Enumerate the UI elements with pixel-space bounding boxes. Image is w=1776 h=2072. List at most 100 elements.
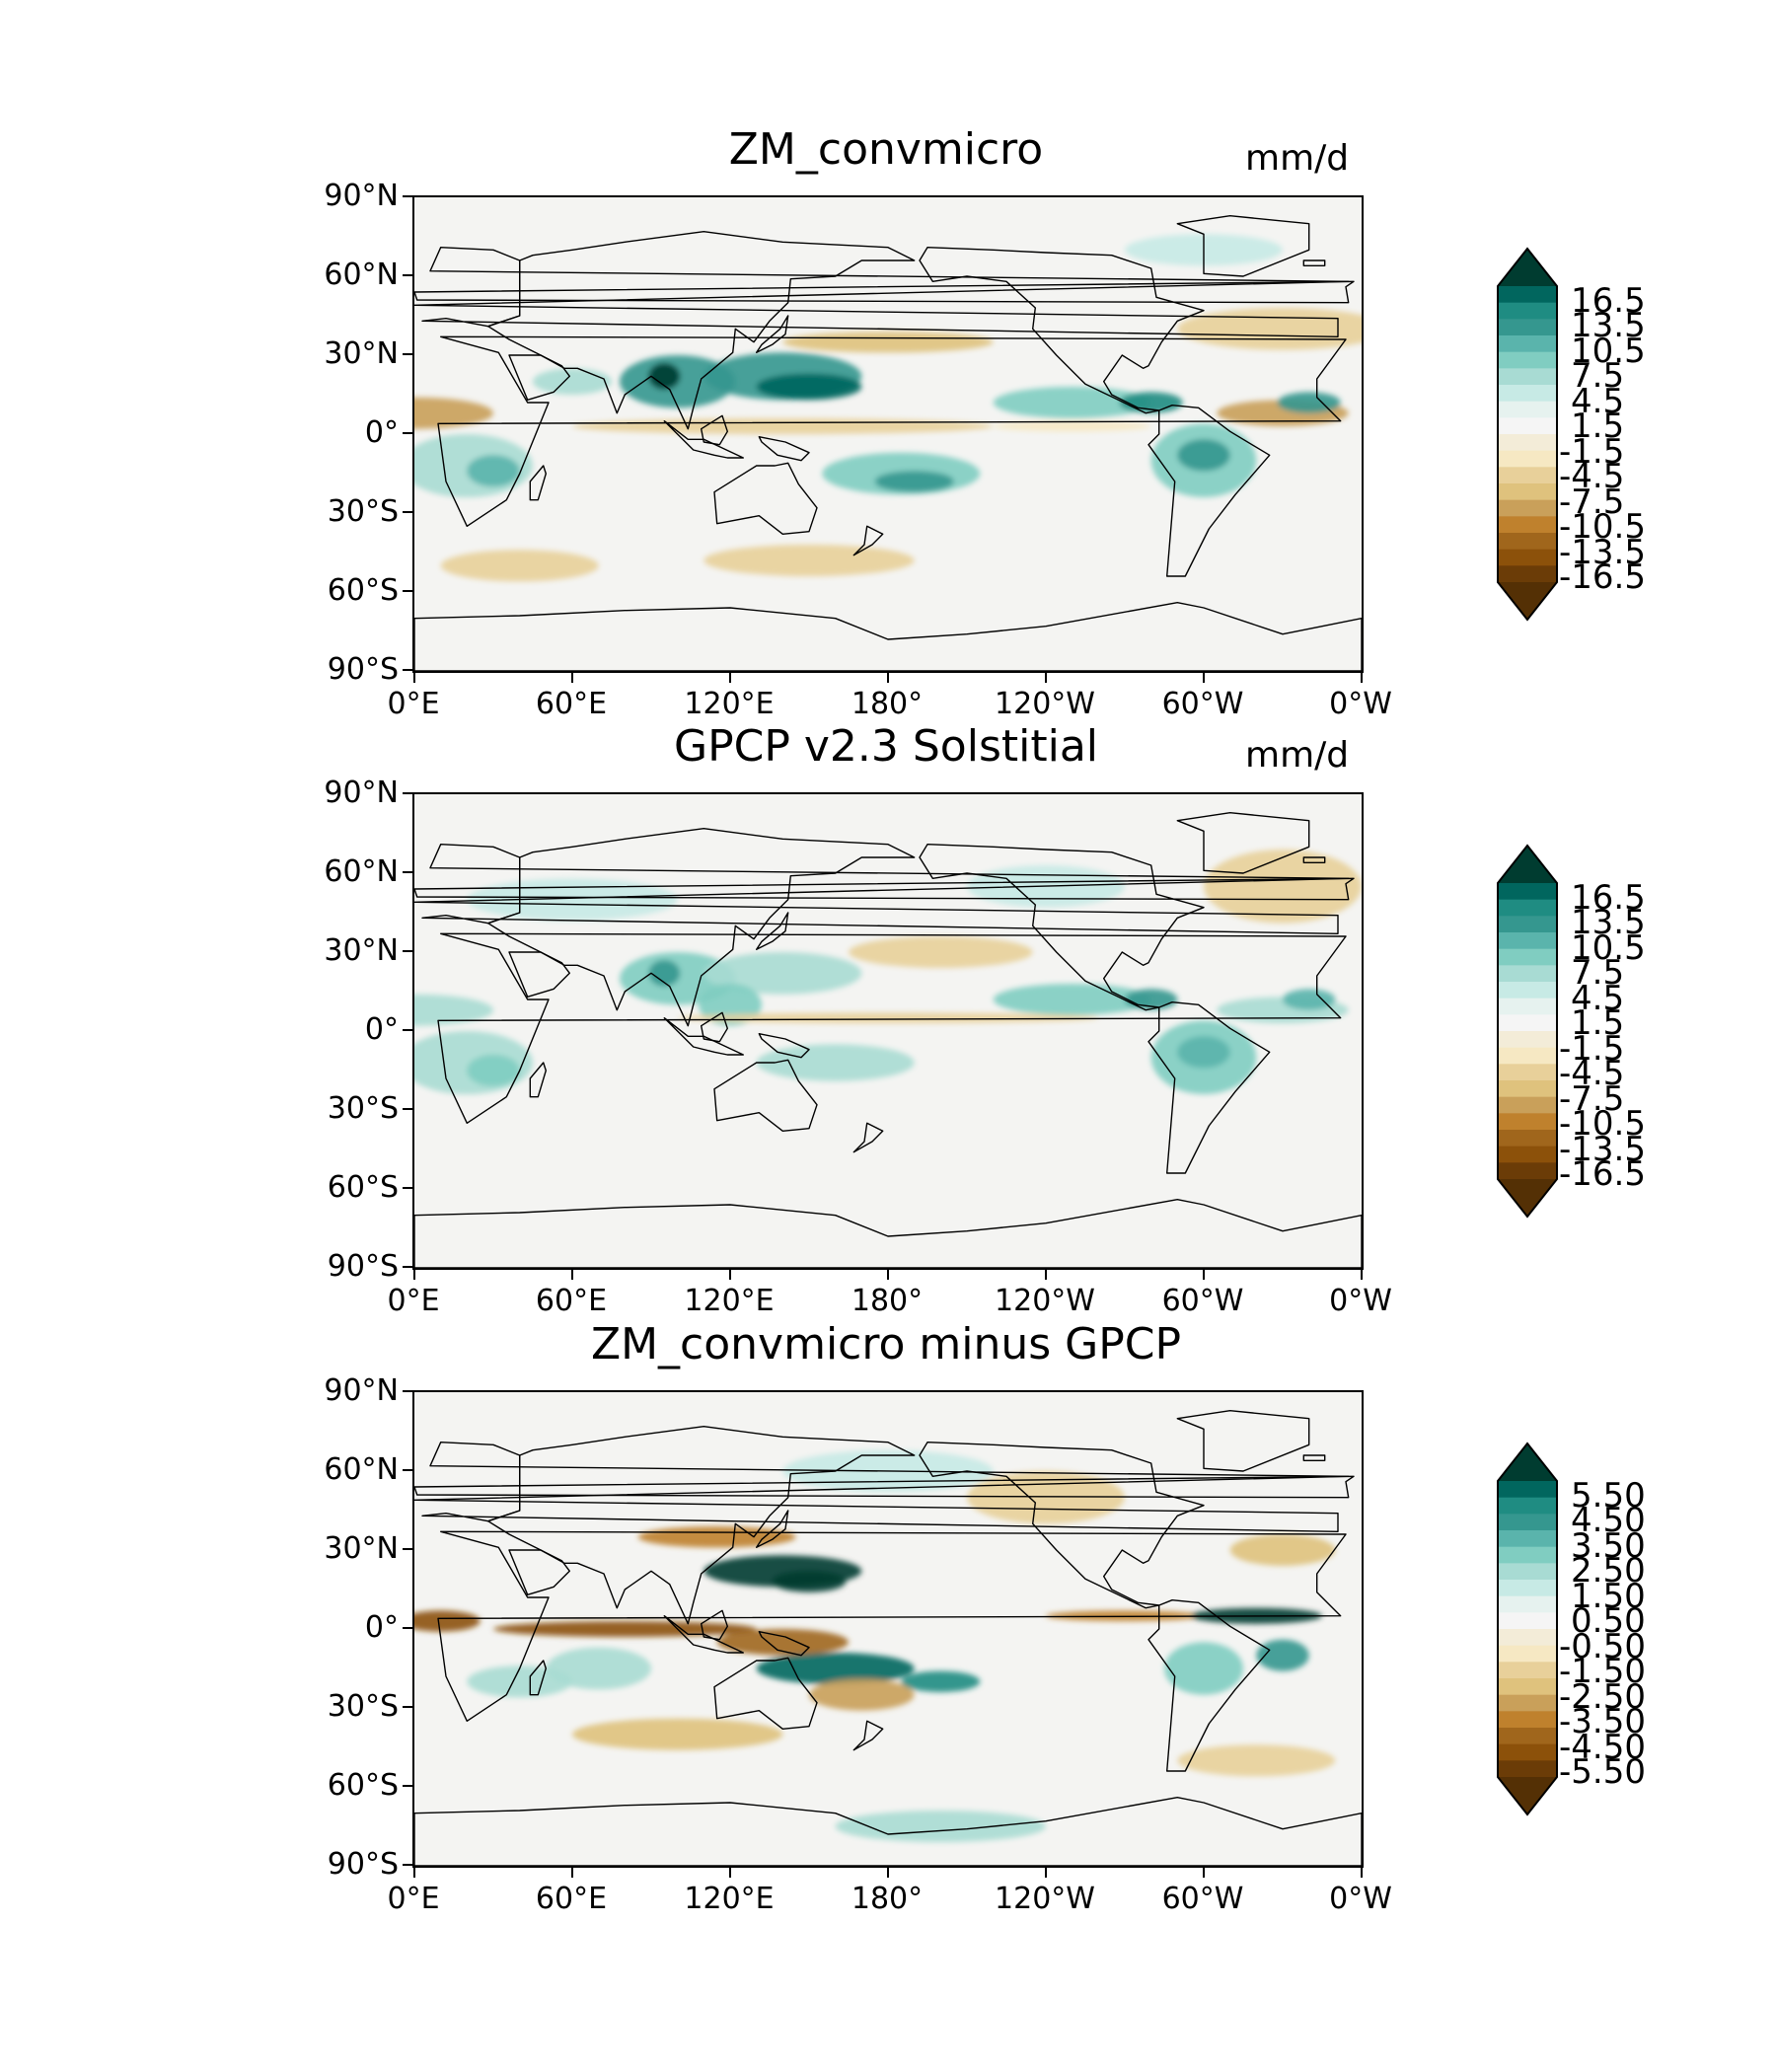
colorbar-tick-label: 0.50 — [1571, 1601, 1646, 1642]
colorbar-tick-label: -1.5 — [1559, 431, 1625, 472]
colorbar-swatch — [1498, 932, 1557, 950]
lon-tick-label: 60°E — [535, 1284, 608, 1318]
coastline-uk — [414, 280, 1355, 304]
precip-contour — [901, 1670, 981, 1692]
precip-contour — [1283, 989, 1336, 1010]
colorbar-swatch — [1498, 368, 1557, 386]
lon-tick-label: 180° — [851, 1882, 924, 1916]
coastline-newguinea — [758, 1630, 810, 1657]
colorbar-swatch — [1498, 319, 1557, 336]
lon-tick-label: 120°W — [995, 1284, 1095, 1318]
colorbar-tick-label: -7.5 — [1559, 481, 1625, 522]
precip-contour — [414, 994, 493, 1026]
coastline-samerica — [1147, 1000, 1271, 1174]
colorbar-swatch — [1498, 1595, 1557, 1613]
precip-contour — [572, 418, 994, 434]
colorbar-swatch — [1498, 1645, 1557, 1663]
lat-tick-label: 90°S — [327, 1249, 399, 1284]
colorbar-tick-label: -4.5 — [1559, 1054, 1625, 1094]
coastline-antarctica — [414, 1199, 1362, 1268]
colorbar-tick-label: -1.50 — [1559, 1652, 1646, 1692]
lon-tick — [1045, 1868, 1047, 1878]
colorbar-tick-label: 2.50 — [1571, 1551, 1646, 1591]
colorbar-tick-label: -13.5 — [1559, 532, 1646, 572]
colorbar-swatch — [1498, 1760, 1557, 1778]
coastline-indonesia — [663, 1016, 744, 1056]
coastline-samerica — [1147, 404, 1271, 577]
lon-tick — [1203, 1270, 1205, 1280]
coastline-australia — [713, 1059, 818, 1132]
colorbar-swatch — [1498, 549, 1557, 566]
precip-contour — [1277, 392, 1341, 413]
precip-contour — [1177, 1036, 1230, 1069]
precip-contour — [467, 1055, 520, 1086]
colorbar-swatch — [1498, 948, 1557, 966]
colorbar-swatch — [1498, 1014, 1557, 1032]
lat-tick — [403, 1627, 412, 1629]
colorbar-swatch — [1498, 434, 1557, 452]
colorbar-tick-label: -4.5 — [1559, 457, 1625, 497]
precip-contour — [414, 1610, 481, 1632]
lat-tick — [403, 950, 412, 952]
colorbar-tick-label: 13.5 — [1571, 903, 1646, 943]
lat-tick — [403, 274, 412, 276]
colorbar-tick-label: 1.5 — [1571, 1003, 1625, 1044]
precip-contour — [546, 1647, 651, 1690]
lat-tick-label: 30°N — [324, 336, 399, 371]
colorbar-tick-label: 16.5 — [1571, 878, 1646, 918]
coastline-europe — [414, 844, 1350, 935]
precip-contour — [637, 1526, 796, 1548]
coastline-africa — [437, 335, 1347, 527]
colorbar-tick-label: 7.5 — [1571, 356, 1625, 397]
colorbar-tick-label: -13.5 — [1559, 1129, 1646, 1169]
colorbar-tick-label: 1.50 — [1571, 1576, 1646, 1616]
coastline-namerica — [919, 844, 1205, 1011]
coastline-africa — [437, 932, 1347, 1124]
coastline-greenland — [1176, 812, 1310, 874]
coastline-japan — [756, 315, 789, 354]
colorbar-swatch — [1498, 1580, 1557, 1597]
precip-contour — [1177, 1744, 1336, 1777]
lat-tick-label: 0° — [364, 1610, 399, 1645]
colorbar-swatch — [1498, 1047, 1557, 1065]
colorbar-tick-label: -3.50 — [1559, 1702, 1646, 1742]
precip-contour — [772, 1571, 847, 1592]
colorbar-tick-label: 10.5 — [1571, 331, 1646, 371]
colorbar-swatch — [1498, 1514, 1557, 1531]
colorbar-swatch — [1498, 1080, 1557, 1098]
coastline-namerica — [919, 1442, 1205, 1609]
precip-contour — [756, 1044, 915, 1081]
colorbar-tick-label: -16.5 — [1559, 1154, 1646, 1194]
lat-tick — [403, 1469, 412, 1471]
coastline-namerica — [919, 247, 1205, 414]
precip-contour — [648, 960, 681, 987]
colorbar-swatch — [1498, 1743, 1557, 1761]
units-label: mm/d — [1245, 138, 1350, 179]
lon-tick-label: 0°W — [1329, 687, 1392, 721]
colorbar-tick-label: 4.5 — [1571, 978, 1625, 1018]
coastline-newguinea — [758, 435, 810, 462]
precip-contour — [703, 952, 862, 995]
precip-contour — [782, 332, 994, 353]
colorbar-swatch — [1498, 450, 1557, 468]
lon-tick-label: 0°W — [1329, 1284, 1392, 1318]
precip-contour — [1177, 439, 1230, 472]
colorbar-swatch — [1498, 1678, 1557, 1696]
precip-contour — [849, 936, 1033, 968]
lat-tick-label: 30°N — [324, 1531, 399, 1566]
lon-tick-label: 60°W — [1161, 687, 1244, 721]
colorbar-swatch — [1498, 335, 1557, 353]
lon-tick — [1361, 673, 1363, 683]
colorbar-tick-label: 7.5 — [1571, 953, 1625, 994]
precip-contour — [1229, 1534, 1336, 1566]
panel-title: ZM_convmicro — [728, 124, 1044, 175]
lon-tick — [571, 1868, 573, 1878]
coastline-europe — [414, 247, 1350, 338]
lat-tick — [403, 1108, 412, 1110]
colorbar-swatch — [1498, 1629, 1557, 1647]
lon-tick-label: 0°E — [387, 1882, 440, 1916]
colorbar-swatch — [1498, 286, 1557, 304]
coastline-newzealand — [852, 1720, 884, 1751]
lat-tick-label: 60°N — [324, 1452, 399, 1487]
colorbar-tick-label: -7.5 — [1559, 1078, 1625, 1119]
